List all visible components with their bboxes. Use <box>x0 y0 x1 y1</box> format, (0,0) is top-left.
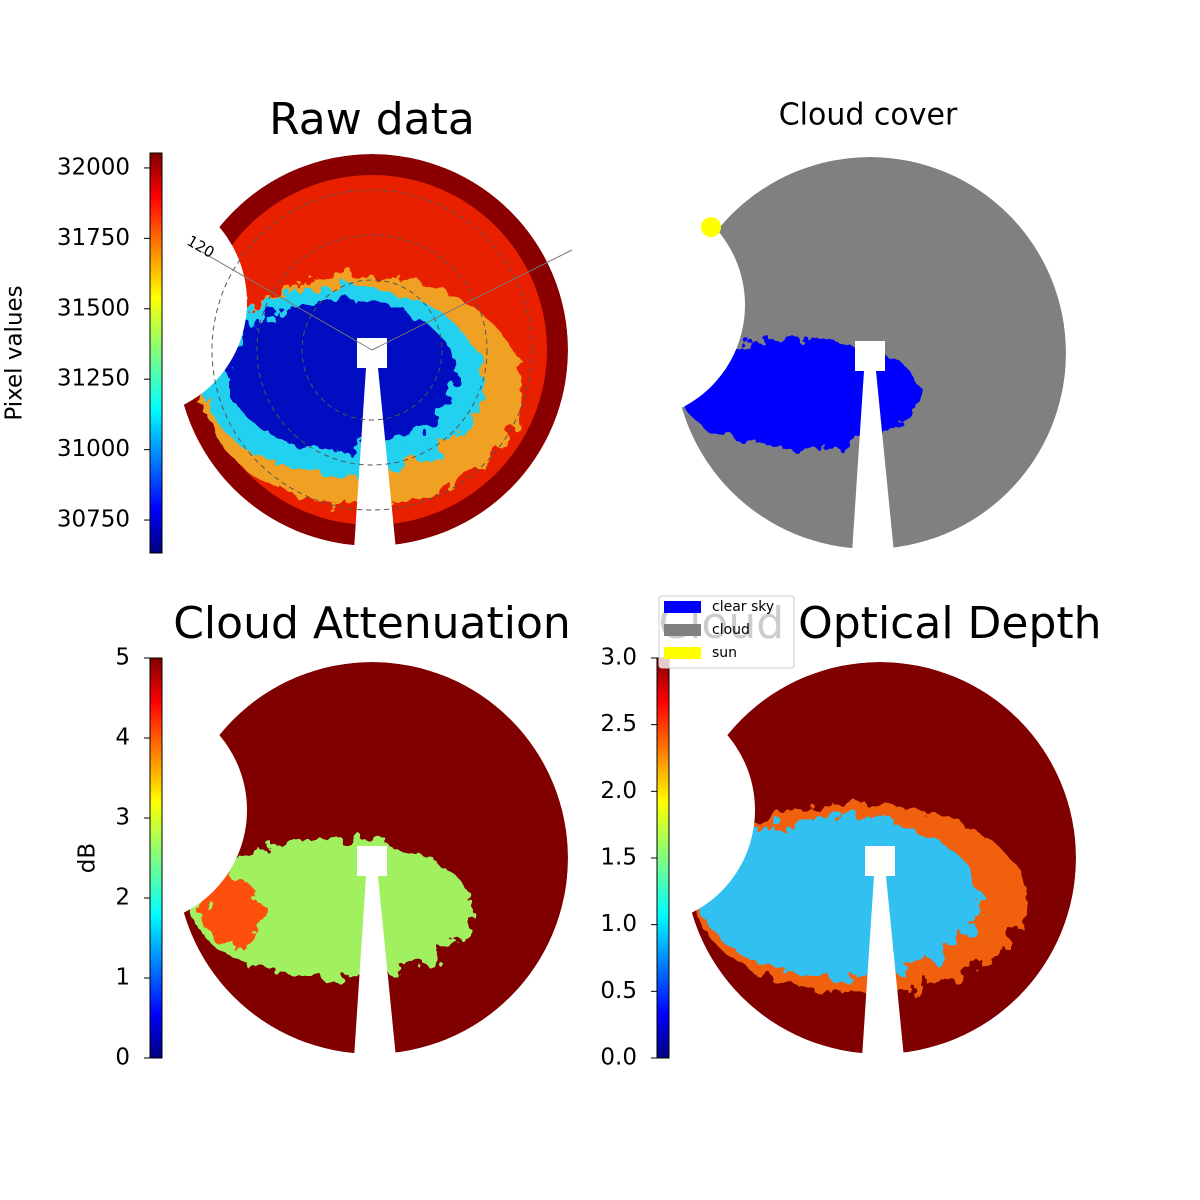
colorbar-tick-label: 5 <box>115 645 130 671</box>
panel-title: Raw data <box>269 94 475 145</box>
colorbar <box>149 152 163 554</box>
sky-region <box>192 838 472 978</box>
polar-spoke <box>201 251 373 351</box>
legend: clear sky cloud sun <box>658 595 795 669</box>
legend-swatch <box>664 647 701 659</box>
colorbar-tick-label: 1 <box>115 965 130 991</box>
legend-swatch <box>664 624 701 636</box>
polar-grid <box>256 234 488 466</box>
colorbar-tick-label: 1.5 <box>600 845 637 871</box>
polar-grid <box>301 279 443 421</box>
colorbar-tick-label: 2 <box>115 885 130 911</box>
colorbar <box>149 657 163 1059</box>
polar-grid <box>211 189 533 511</box>
legend-label: sun <box>712 645 737 661</box>
sky-image: 120 <box>176 154 573 546</box>
colorbar-tick-label: 31750 <box>57 225 130 251</box>
sky-image <box>684 662 1076 1054</box>
clear-region <box>670 358 770 408</box>
polar-spoke <box>371 249 573 351</box>
sky-pixels <box>176 662 568 1054</box>
sun-marker <box>701 217 721 237</box>
colorbar-tick-label: 4 <box>115 725 130 751</box>
colorbar-tick-label: 30750 <box>57 507 130 533</box>
sky-region <box>700 818 980 978</box>
colorbar-tick-label: 31000 <box>57 436 130 462</box>
legend-label: cloud <box>712 622 750 638</box>
sky-region <box>202 878 262 948</box>
legend-swatch <box>664 601 701 613</box>
panel-title: Cloud cover <box>779 98 958 133</box>
colorbar-tick-label: 31500 <box>57 295 130 321</box>
colorbar-tick-label: 0.0 <box>600 1045 637 1071</box>
sky-image <box>176 662 568 1054</box>
colorbar-label: Pixel values <box>2 285 28 420</box>
panel-title: Cloud Attenuation <box>173 598 571 649</box>
colorbar-tick-label: 0 <box>115 1045 130 1071</box>
colorbar-tick-label: 3.0 <box>600 645 637 671</box>
colorbar-label: dB <box>75 843 101 873</box>
colorbar-tick-label: 1.0 <box>600 911 637 937</box>
colorbar-tick-label: 2.5 <box>600 711 637 737</box>
sky-region <box>227 300 457 450</box>
sky-pixels <box>670 157 1066 549</box>
sky-pixels <box>684 662 1076 1054</box>
colorbar-tick-label: 3 <box>115 805 130 831</box>
legend-label: clear sky <box>712 599 774 615</box>
colorbar-tick-label: 31250 <box>57 366 130 392</box>
sky-pixels <box>176 154 568 546</box>
colorbar-tick-label: 0.5 <box>600 978 637 1004</box>
colorbar-tick-label: 32000 <box>57 154 130 180</box>
colorbar <box>656 657 670 1059</box>
colorbar-tick-label: 2.0 <box>600 778 637 804</box>
sky-image <box>670 157 1066 549</box>
